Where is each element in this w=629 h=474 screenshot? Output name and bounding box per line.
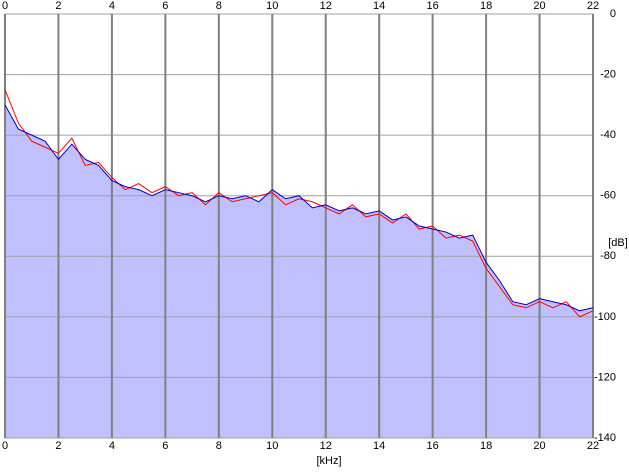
x-tick-label: 14: [373, 440, 385, 452]
y-tick-label: -100: [594, 311, 616, 323]
x-tick-label: 10: [266, 440, 278, 452]
x-tick-label: 12: [320, 440, 332, 452]
y-axis-label: [dB]: [608, 237, 628, 249]
x-tick-label: 16: [427, 0, 439, 12]
x-tick-label: 6: [162, 440, 168, 452]
x-tick-label: 2: [55, 440, 61, 452]
series-line: [4, 89, 594, 318]
y-tick-label: -40: [600, 129, 616, 141]
y-tick-label: -20: [600, 68, 616, 80]
x-tick-label: 4: [109, 440, 115, 452]
x-tick-label: 20: [533, 0, 545, 12]
series-line: [4, 104, 594, 312]
x-tick-label: 20: [533, 440, 545, 452]
x-tick-label: 0: [2, 0, 8, 12]
x-tick-label: 22: [587, 0, 599, 12]
y-tick-label: 0: [610, 8, 616, 20]
x-tick-label: 22: [587, 440, 599, 452]
x-tick-label: 18: [480, 440, 492, 452]
x-axis-label: [kHz]: [316, 455, 341, 467]
x-tick-label: 6: [162, 0, 168, 12]
x-tick-label: 4: [109, 0, 115, 12]
y-tick-label: -120: [594, 371, 616, 383]
x-tick-label: 8: [216, 0, 222, 12]
x-tick-label: 14: [373, 0, 385, 12]
x-tick-label: 10: [266, 0, 278, 12]
x-tick-label: 16: [427, 440, 439, 452]
x-tick-label: 8: [216, 440, 222, 452]
x-tick-label: 18: [480, 0, 492, 12]
x-tick-label: 2: [55, 0, 61, 12]
y-tick-label: -60: [600, 190, 616, 202]
x-tick-label: 0: [2, 440, 8, 452]
y-tick-label: -80: [600, 250, 616, 262]
x-tick-label: 12: [320, 0, 332, 12]
area: [5, 104, 593, 438]
y-tick-label: -140: [594, 432, 616, 444]
